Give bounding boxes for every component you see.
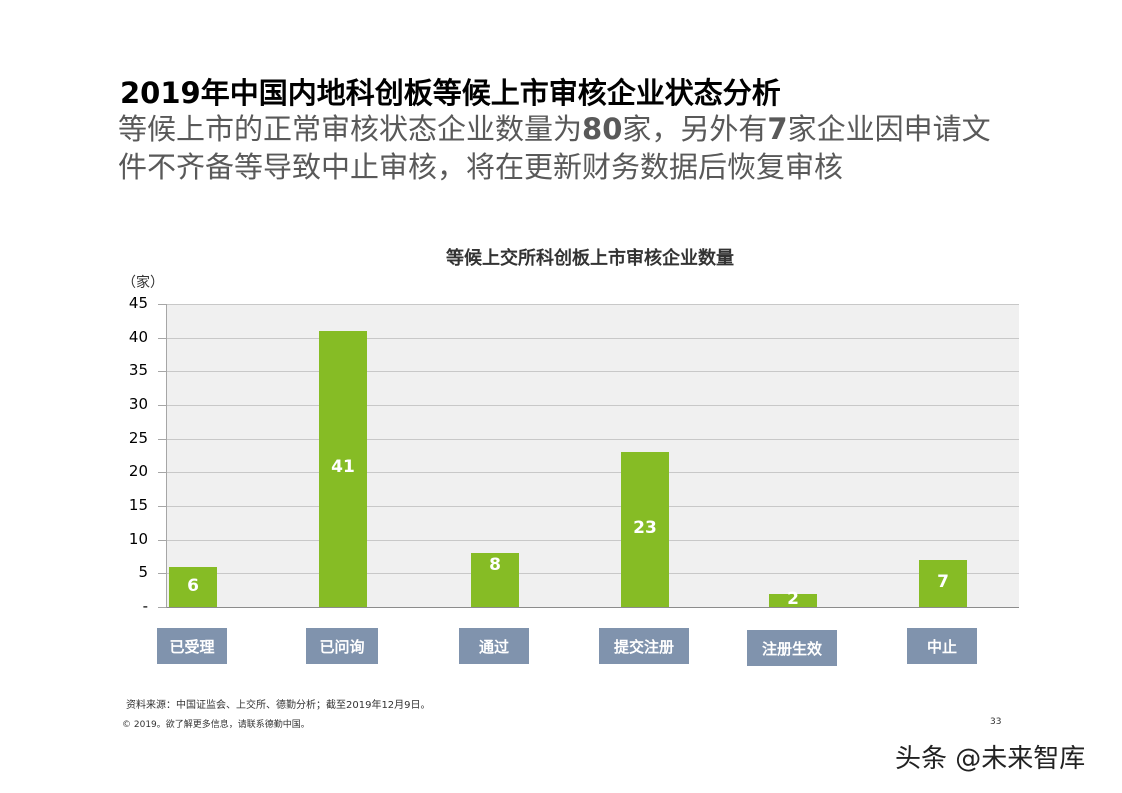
source-note: 资料来源：中国证监会、上交所、德勤分析；截至2019年12月9日。 xyxy=(126,700,431,711)
bar-value-label: 8 xyxy=(489,555,501,576)
category-label-提交注册: 提交注册 xyxy=(599,628,689,664)
bar-value-label: 7 xyxy=(937,571,949,592)
gridline xyxy=(167,337,1019,339)
y-tick-mark xyxy=(158,472,166,474)
y-tick-label: 15 xyxy=(128,496,148,514)
y-tick-mark xyxy=(158,371,166,373)
category-label-已问询: 已问询 xyxy=(306,628,378,664)
bar-通过: 8 xyxy=(471,553,519,607)
gridline xyxy=(167,539,1019,541)
y-tick-mark xyxy=(158,607,166,608)
y-tick-mark xyxy=(158,337,166,339)
gridline xyxy=(167,573,1019,575)
bar-value-label: 23 xyxy=(633,517,657,538)
y-tick-mark xyxy=(158,573,166,575)
y-tick-label: 20 xyxy=(128,462,148,481)
page-number: 33 xyxy=(990,717,1002,727)
y-tick-label: 25 xyxy=(128,428,148,447)
y-tick-label: 5 xyxy=(138,563,148,582)
bar-value-label: 6 xyxy=(187,575,199,596)
bar-提交注册: 23 xyxy=(621,452,669,607)
bar-value-label: 41 xyxy=(331,456,355,477)
chart-title: 等候上交所科创板上市审核企业数量 xyxy=(446,248,734,269)
watermark: 头条 @未来智库 xyxy=(895,744,1086,774)
subtitle-text: 等候上市的正常审核状态企业数量为 xyxy=(118,112,583,146)
page-subtitle: 等候上市的正常审核状态企业数量为80家，另外有7家企业因申请文件不齐备等导致中止… xyxy=(118,110,998,186)
y-tick-label: 10 xyxy=(128,529,148,548)
category-label-注册生效: 注册生效 xyxy=(747,630,837,666)
y-tick-mark xyxy=(158,539,166,541)
y-tick-mark xyxy=(158,304,166,305)
y-tick-mark xyxy=(158,438,166,440)
y-tick-label: 45 xyxy=(128,294,148,312)
y-tick-label: - xyxy=(142,597,148,615)
category-label-已受理: 已受理 xyxy=(157,628,227,664)
copyright: © 2019。欲了解更多信息，请联系德勤中国。 xyxy=(122,720,310,730)
page-title: 2019年中国内地科创板等候上市审核企业状态分析 xyxy=(120,76,781,110)
bar-value-label: 2 xyxy=(787,588,799,609)
y-tick-label: 35 xyxy=(128,361,148,380)
bar-注册生效: 2 xyxy=(769,589,817,609)
subtitle-highlight-80: 80 xyxy=(582,112,623,146)
subtitle-text: 家，另外有 xyxy=(622,112,768,146)
gridline xyxy=(167,371,1019,373)
y-tick-mark xyxy=(158,405,166,406)
y-tick-label: 30 xyxy=(128,395,148,413)
y-tick-label: 40 xyxy=(128,327,148,346)
y-axis-unit: （家） xyxy=(122,275,164,291)
gridline xyxy=(167,438,1019,440)
category-label-通过: 通过 xyxy=(459,628,529,664)
bar-中止: 7 xyxy=(919,559,967,607)
y-tick-mark xyxy=(158,506,166,507)
subtitle-highlight-7: 7 xyxy=(767,112,788,146)
gridline xyxy=(167,304,1019,305)
plot-area: 6 41 8 23 2 7 xyxy=(166,304,1019,609)
bar-已受理: 6 xyxy=(169,566,217,607)
bar-已问询: 41 xyxy=(319,330,367,607)
subtitle-text: 家企业因申请文件不齐备等导致中止审核，将在更新财务数据后恢复审核 xyxy=(118,112,991,184)
gridline xyxy=(167,405,1019,406)
category-label-中止: 中止 xyxy=(907,628,977,664)
gridline xyxy=(167,472,1019,474)
gridline xyxy=(167,506,1019,507)
